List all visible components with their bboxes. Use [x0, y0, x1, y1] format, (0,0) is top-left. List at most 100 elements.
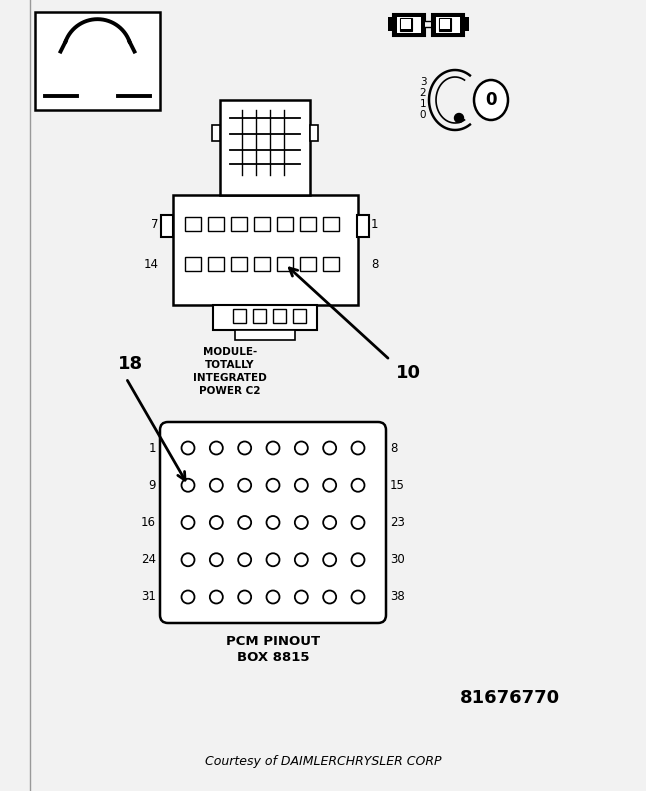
Bar: [440, 19, 450, 29]
Ellipse shape: [474, 80, 508, 120]
Circle shape: [295, 441, 308, 455]
Bar: [323, 217, 339, 231]
Bar: [310, 125, 318, 141]
Bar: [208, 257, 224, 271]
Circle shape: [238, 516, 251, 529]
Bar: [300, 217, 316, 231]
Bar: [233, 309, 246, 323]
Bar: [357, 215, 369, 237]
Bar: [208, 217, 224, 231]
Bar: [220, 100, 310, 195]
FancyBboxPatch shape: [160, 422, 386, 623]
Bar: [277, 257, 293, 271]
Circle shape: [267, 516, 280, 529]
Bar: [235, 330, 295, 340]
Circle shape: [267, 553, 280, 566]
Circle shape: [295, 553, 308, 566]
Bar: [393, 14, 425, 36]
Circle shape: [238, 591, 251, 604]
Text: 8: 8: [371, 258, 379, 271]
Bar: [35, 12, 160, 110]
Text: 30: 30: [390, 553, 405, 566]
Circle shape: [351, 441, 364, 455]
Text: MODULE-: MODULE-: [203, 347, 257, 357]
Text: 16: 16: [141, 516, 156, 529]
Text: 15: 15: [390, 479, 405, 492]
Text: 8: 8: [390, 441, 397, 455]
Text: 9: 9: [149, 479, 156, 492]
Text: BOX 8815: BOX 8815: [236, 651, 309, 664]
Bar: [425, 21, 432, 27]
Circle shape: [238, 553, 251, 566]
Bar: [300, 257, 316, 271]
Circle shape: [210, 553, 223, 566]
Circle shape: [182, 553, 194, 566]
Bar: [293, 309, 306, 323]
Text: 14: 14: [144, 258, 159, 271]
Circle shape: [323, 553, 336, 566]
Bar: [254, 257, 270, 271]
Text: 2: 2: [420, 88, 426, 98]
Text: 0: 0: [485, 91, 497, 109]
Circle shape: [351, 553, 364, 566]
Text: 1: 1: [420, 99, 426, 109]
Bar: [253, 309, 266, 323]
Circle shape: [210, 441, 223, 455]
Circle shape: [182, 591, 194, 604]
Bar: [231, 217, 247, 231]
Circle shape: [210, 591, 223, 604]
Text: 23: 23: [390, 516, 405, 529]
Text: INTEGRATED: INTEGRATED: [193, 373, 267, 383]
Circle shape: [238, 479, 251, 492]
Bar: [254, 217, 270, 231]
Circle shape: [295, 516, 308, 529]
Circle shape: [323, 591, 336, 604]
Circle shape: [182, 441, 194, 455]
Circle shape: [238, 441, 251, 455]
Circle shape: [351, 479, 364, 492]
Text: 18: 18: [118, 355, 143, 373]
Bar: [273, 309, 286, 323]
Text: 10: 10: [396, 364, 421, 382]
Circle shape: [351, 591, 364, 604]
Text: 0: 0: [420, 110, 426, 120]
Circle shape: [323, 441, 336, 455]
Bar: [436, 17, 460, 33]
Bar: [173, 195, 358, 305]
Bar: [397, 17, 421, 33]
Circle shape: [182, 479, 194, 492]
Text: TOTALLY: TOTALLY: [205, 360, 255, 370]
Text: PCM PINOUT: PCM PINOUT: [226, 635, 320, 648]
Bar: [388, 17, 393, 31]
Bar: [439, 18, 451, 31]
Text: POWER C2: POWER C2: [199, 386, 261, 396]
Circle shape: [455, 113, 463, 123]
Text: 1: 1: [149, 441, 156, 455]
Circle shape: [323, 479, 336, 492]
Bar: [231, 257, 247, 271]
Text: 81676770: 81676770: [460, 689, 560, 707]
Circle shape: [323, 516, 336, 529]
Bar: [401, 19, 411, 29]
Circle shape: [182, 516, 194, 529]
Text: 31: 31: [141, 591, 156, 604]
Bar: [185, 257, 201, 271]
Text: 7: 7: [152, 218, 159, 230]
Circle shape: [295, 479, 308, 492]
Bar: [323, 257, 339, 271]
Bar: [213, 305, 317, 330]
Bar: [277, 217, 293, 231]
Bar: [212, 125, 220, 141]
Circle shape: [267, 479, 280, 492]
Circle shape: [267, 441, 280, 455]
Bar: [161, 215, 173, 237]
Text: 38: 38: [390, 591, 405, 604]
Text: 24: 24: [141, 553, 156, 566]
Text: 3: 3: [420, 77, 426, 87]
Bar: [432, 14, 464, 36]
Text: Courtesy of DAIMLERCHRYSLER CORP: Courtesy of DAIMLERCHRYSLER CORP: [205, 755, 441, 769]
Bar: [185, 217, 201, 231]
Circle shape: [295, 591, 308, 604]
Bar: [400, 18, 412, 31]
Text: 1: 1: [371, 218, 379, 230]
